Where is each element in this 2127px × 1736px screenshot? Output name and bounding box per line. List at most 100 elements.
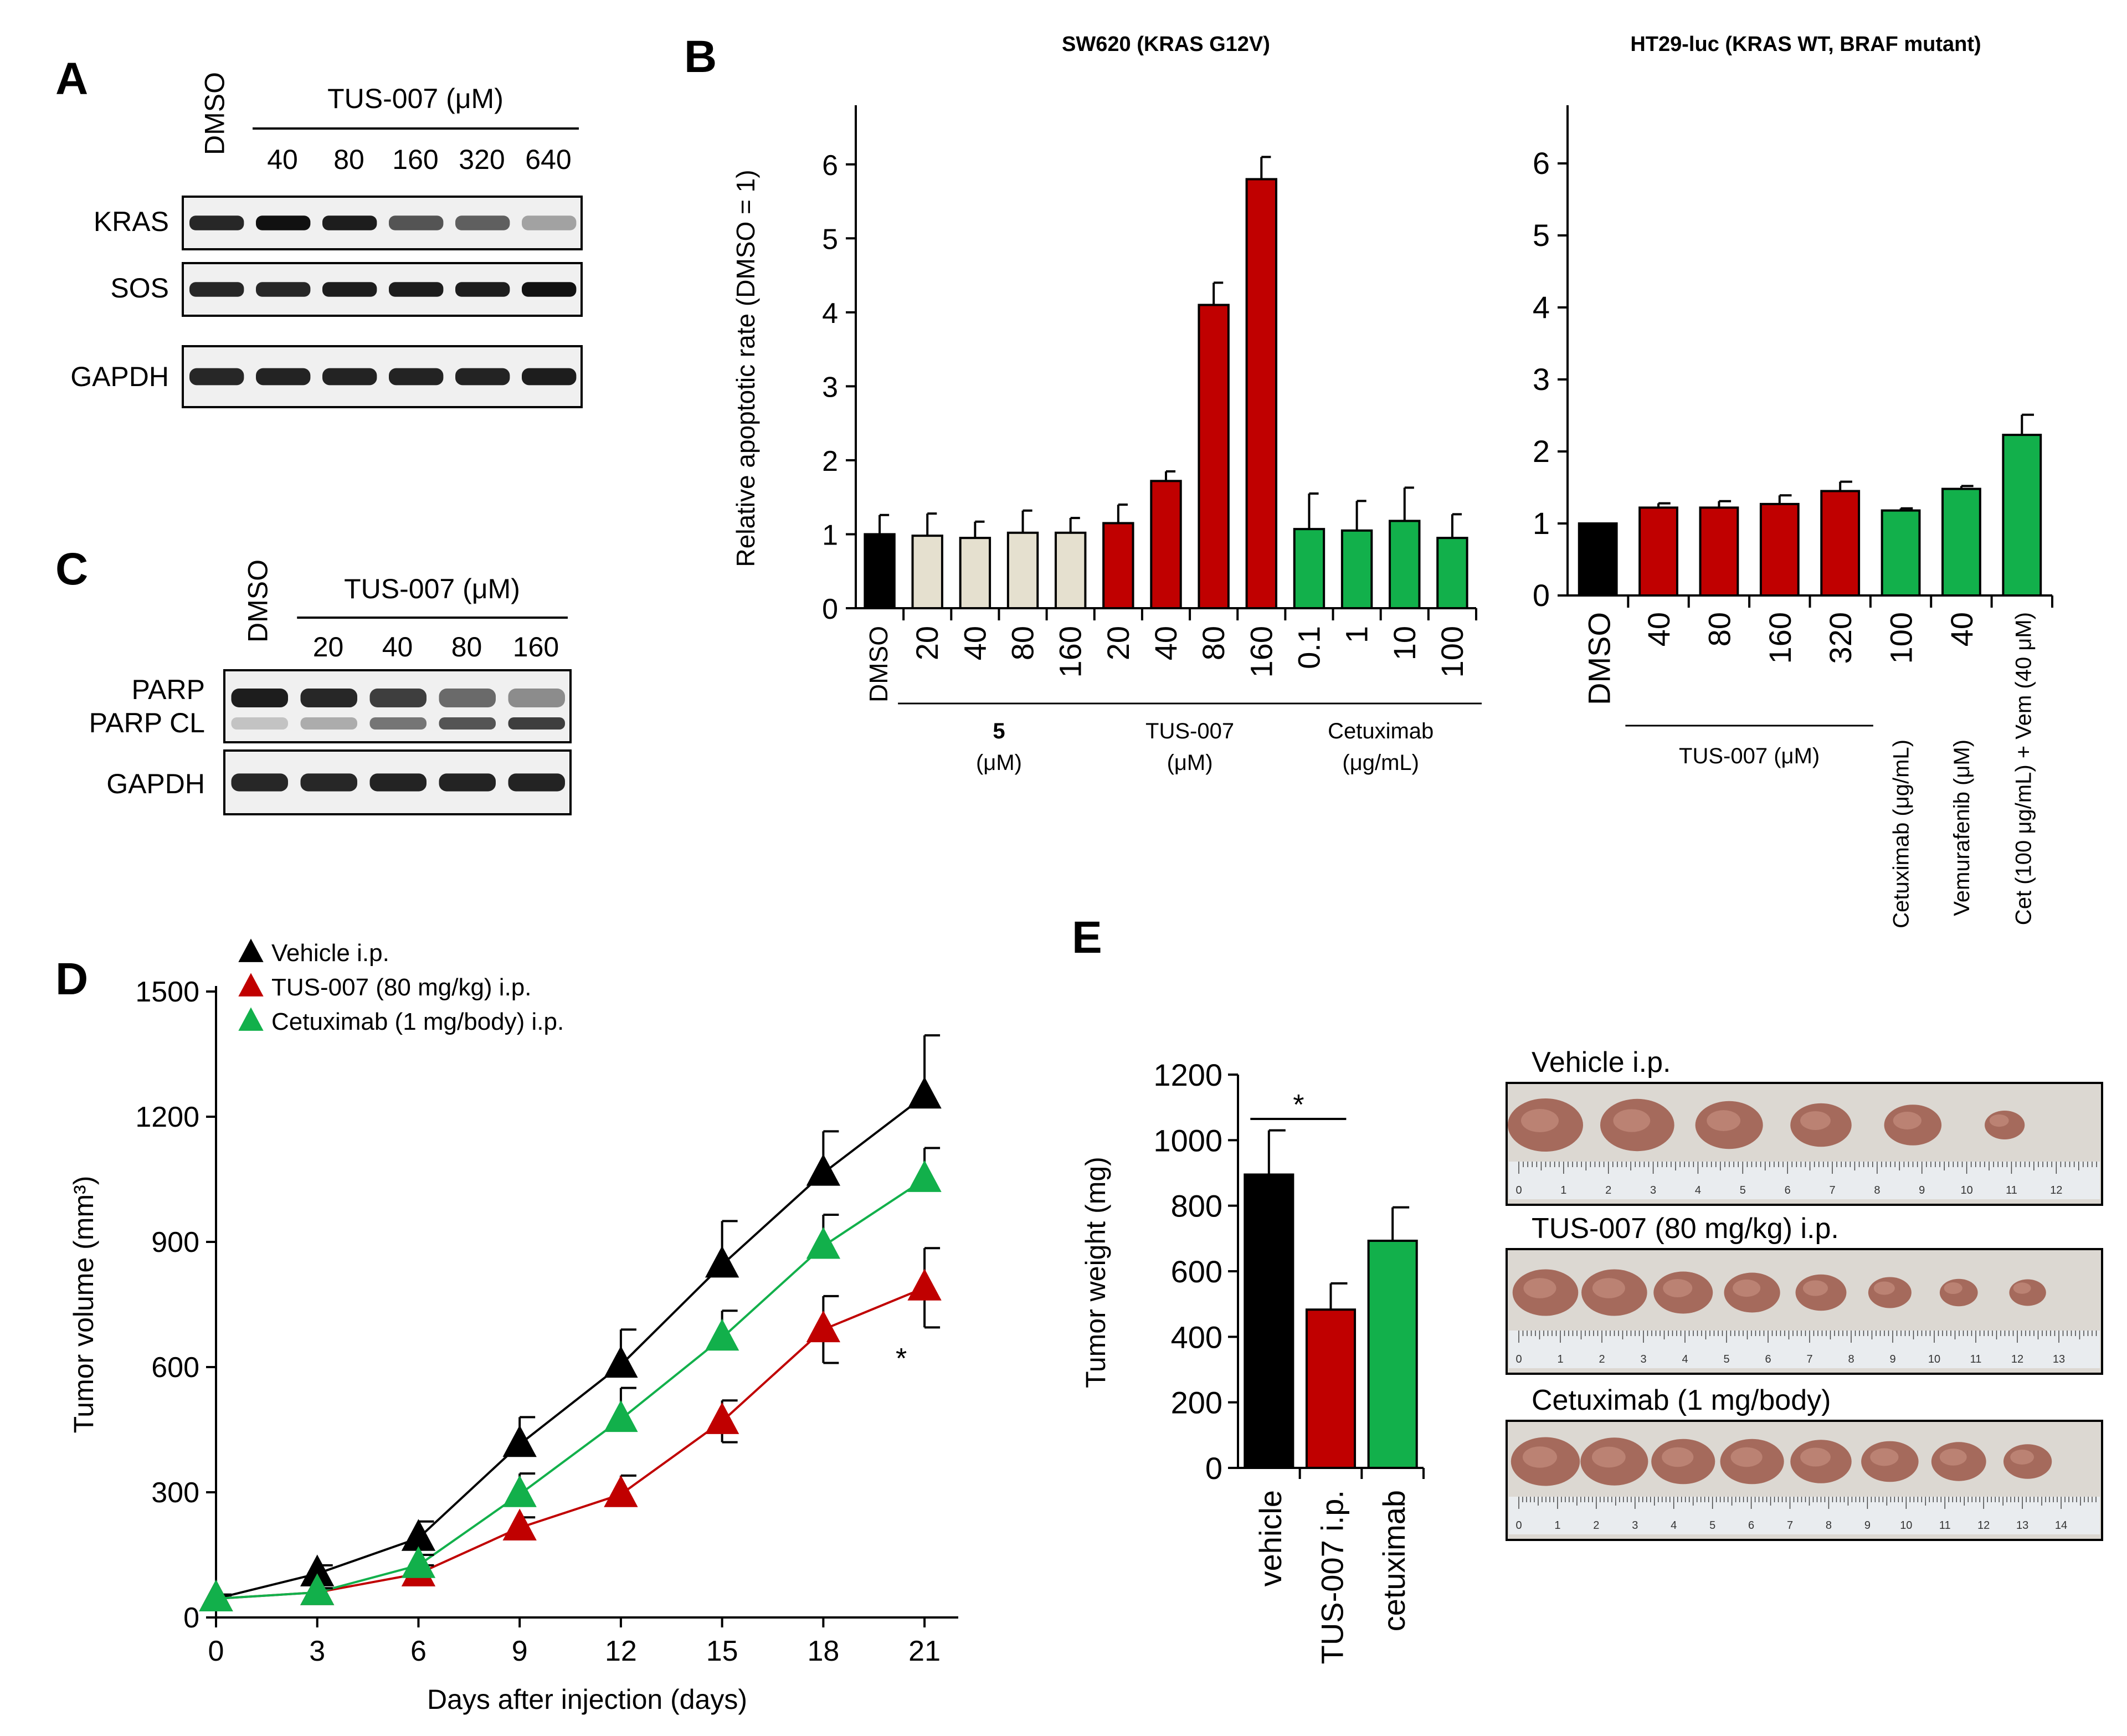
tumor-highlight [1989,1114,2009,1127]
lane-label-a-dose: 160 [392,144,438,175]
blot-a-gapdh-band [256,368,311,386]
data-point [401,1546,436,1578]
y-tick-label: 1 [822,519,838,551]
bar [1699,506,1739,597]
tumor-highlight [1613,1109,1651,1132]
bar [1245,178,1278,609]
tumor-highlight [2013,1282,2031,1294]
x-tick-label: 80 [1005,626,1040,660]
significance-star-e: * [1293,1089,1304,1121]
tumor-highlight [1893,1112,1922,1129]
tumor-highlight [1944,1282,1962,1295]
tumor-highlight [1707,1110,1741,1131]
x-tick-label: cetuximab [1376,1490,1411,1631]
blot-a-gapdh-band [189,368,244,386]
legend-marker [238,938,264,962]
ruler-number: 2 [1605,1184,1611,1196]
x-axis-label-d: Days after injection (days) [427,1684,747,1715]
y-tick-label: 6 [1533,146,1550,181]
group-label: 5 [993,719,1005,743]
y-tick-label: 1200 [1153,1057,1222,1092]
panel-label-e: E [1072,912,1102,963]
lane-label-a-dose: 40 [267,144,298,175]
x-tick-label: 6 [410,1635,427,1667]
lane-label-c-dose: 20 [313,631,344,662]
blot-a-kras-band [522,215,577,230]
tumor-highlight [1662,1447,1694,1467]
bar [1244,1173,1294,1469]
blot-a-sos [182,262,583,317]
blot-c-gapdh-band [508,773,565,792]
bar [1102,522,1134,610]
data-point [502,1475,537,1507]
bar [1759,502,1800,597]
tumor-highlight [1870,1448,1899,1466]
lane-label-a-dose: 80 [333,144,364,175]
blot-c-treatment: TUS-007 (μM) [344,573,520,604]
blot-c-band-parp [508,689,565,707]
y-tick-label: 3 [822,371,838,403]
y-tick-label: 600 [151,1352,199,1384]
blot-a-gapdh [182,345,583,408]
y-tick-label: 1 [1533,506,1550,541]
tumor-highlight [1523,1278,1556,1298]
lane-label-c-dose: 160 [513,631,559,662]
ruler-number: 12 [2050,1184,2062,1196]
tumor-highlight [1939,1449,1967,1466]
blot-a-sos-band [389,282,444,297]
data-point [705,1318,739,1351]
ruler-number: 11 [2006,1184,2017,1196]
y-tick-label: 2 [822,445,838,477]
blot-c-gapdh [223,749,572,815]
ruler-number: 4 [1695,1184,1701,1196]
y-tick-label: 1500 [135,976,199,1008]
blot-a-gapdh-band [522,368,577,386]
significance-star-d: * [896,1343,907,1375]
blot-c-band-parp [439,689,496,707]
x-tick-label: 0 [208,1635,224,1667]
y-tick-label: 800 [1171,1189,1222,1224]
bar [1340,529,1373,609]
y-tick-label: 900 [151,1226,199,1259]
y-tick-label: 0 [1205,1451,1222,1486]
panel-label-a: A [55,54,88,104]
x-tick-label: 10 [1387,626,1422,660]
bar [1881,509,1921,597]
data-point [705,1245,739,1278]
bar [1941,487,1981,597]
data-point [604,1400,638,1432]
y-tick-label: 5 [822,223,838,255]
x-tick-label: Cet (100 μg/mL) + Vem (40 μM) [2011,612,2036,925]
blot-c-band-parp [300,689,357,707]
data-point [907,1268,942,1301]
bar [1305,1308,1357,1470]
tumor [2009,1279,2046,1306]
tumor-highlight [1800,1111,1831,1131]
x-tick-label: 40 [1944,612,1979,646]
x-tick-label: DMSO [1582,612,1617,705]
blot-a-kras [182,196,583,250]
blot-c-band-parp [231,689,288,707]
ruler-number: 13 [2053,1353,2065,1365]
x-tick-label: 20 [1101,626,1136,660]
ruler-number: 10 [1928,1353,1940,1365]
x-tick-label: 21 [908,1635,941,1667]
blot-a-sos-band [522,282,577,297]
legend-label: TUS-007 (80 mg/kg) i.p. [271,974,532,1001]
lane-label-c-dose: 80 [451,631,482,662]
y-axis-label-b-left: Relative apoptotic rate (DMSO = 1) [731,170,760,567]
ruler-number: 11 [1970,1353,1982,1365]
lane-label-a-dose: 640 [525,144,571,175]
series-line [215,1287,925,1600]
tumor-highlight [1800,1447,1831,1467]
row-label-gapdh: GAPDH [70,361,169,392]
photo-label: TUS-007 (80 mg/kg) i.p. [1532,1213,1839,1245]
y-tick-label: 4 [1533,290,1550,325]
ruler-number: 10 [1960,1184,1972,1196]
data-point [907,1160,942,1192]
chart-title-b-left: SW620 (KRAS G12V) [1062,33,1270,56]
blot-c-band-parp-cl [439,717,496,730]
data-point [806,1227,841,1259]
ruler [1509,1497,2100,1534]
ruler-number: 2 [1593,1519,1599,1532]
